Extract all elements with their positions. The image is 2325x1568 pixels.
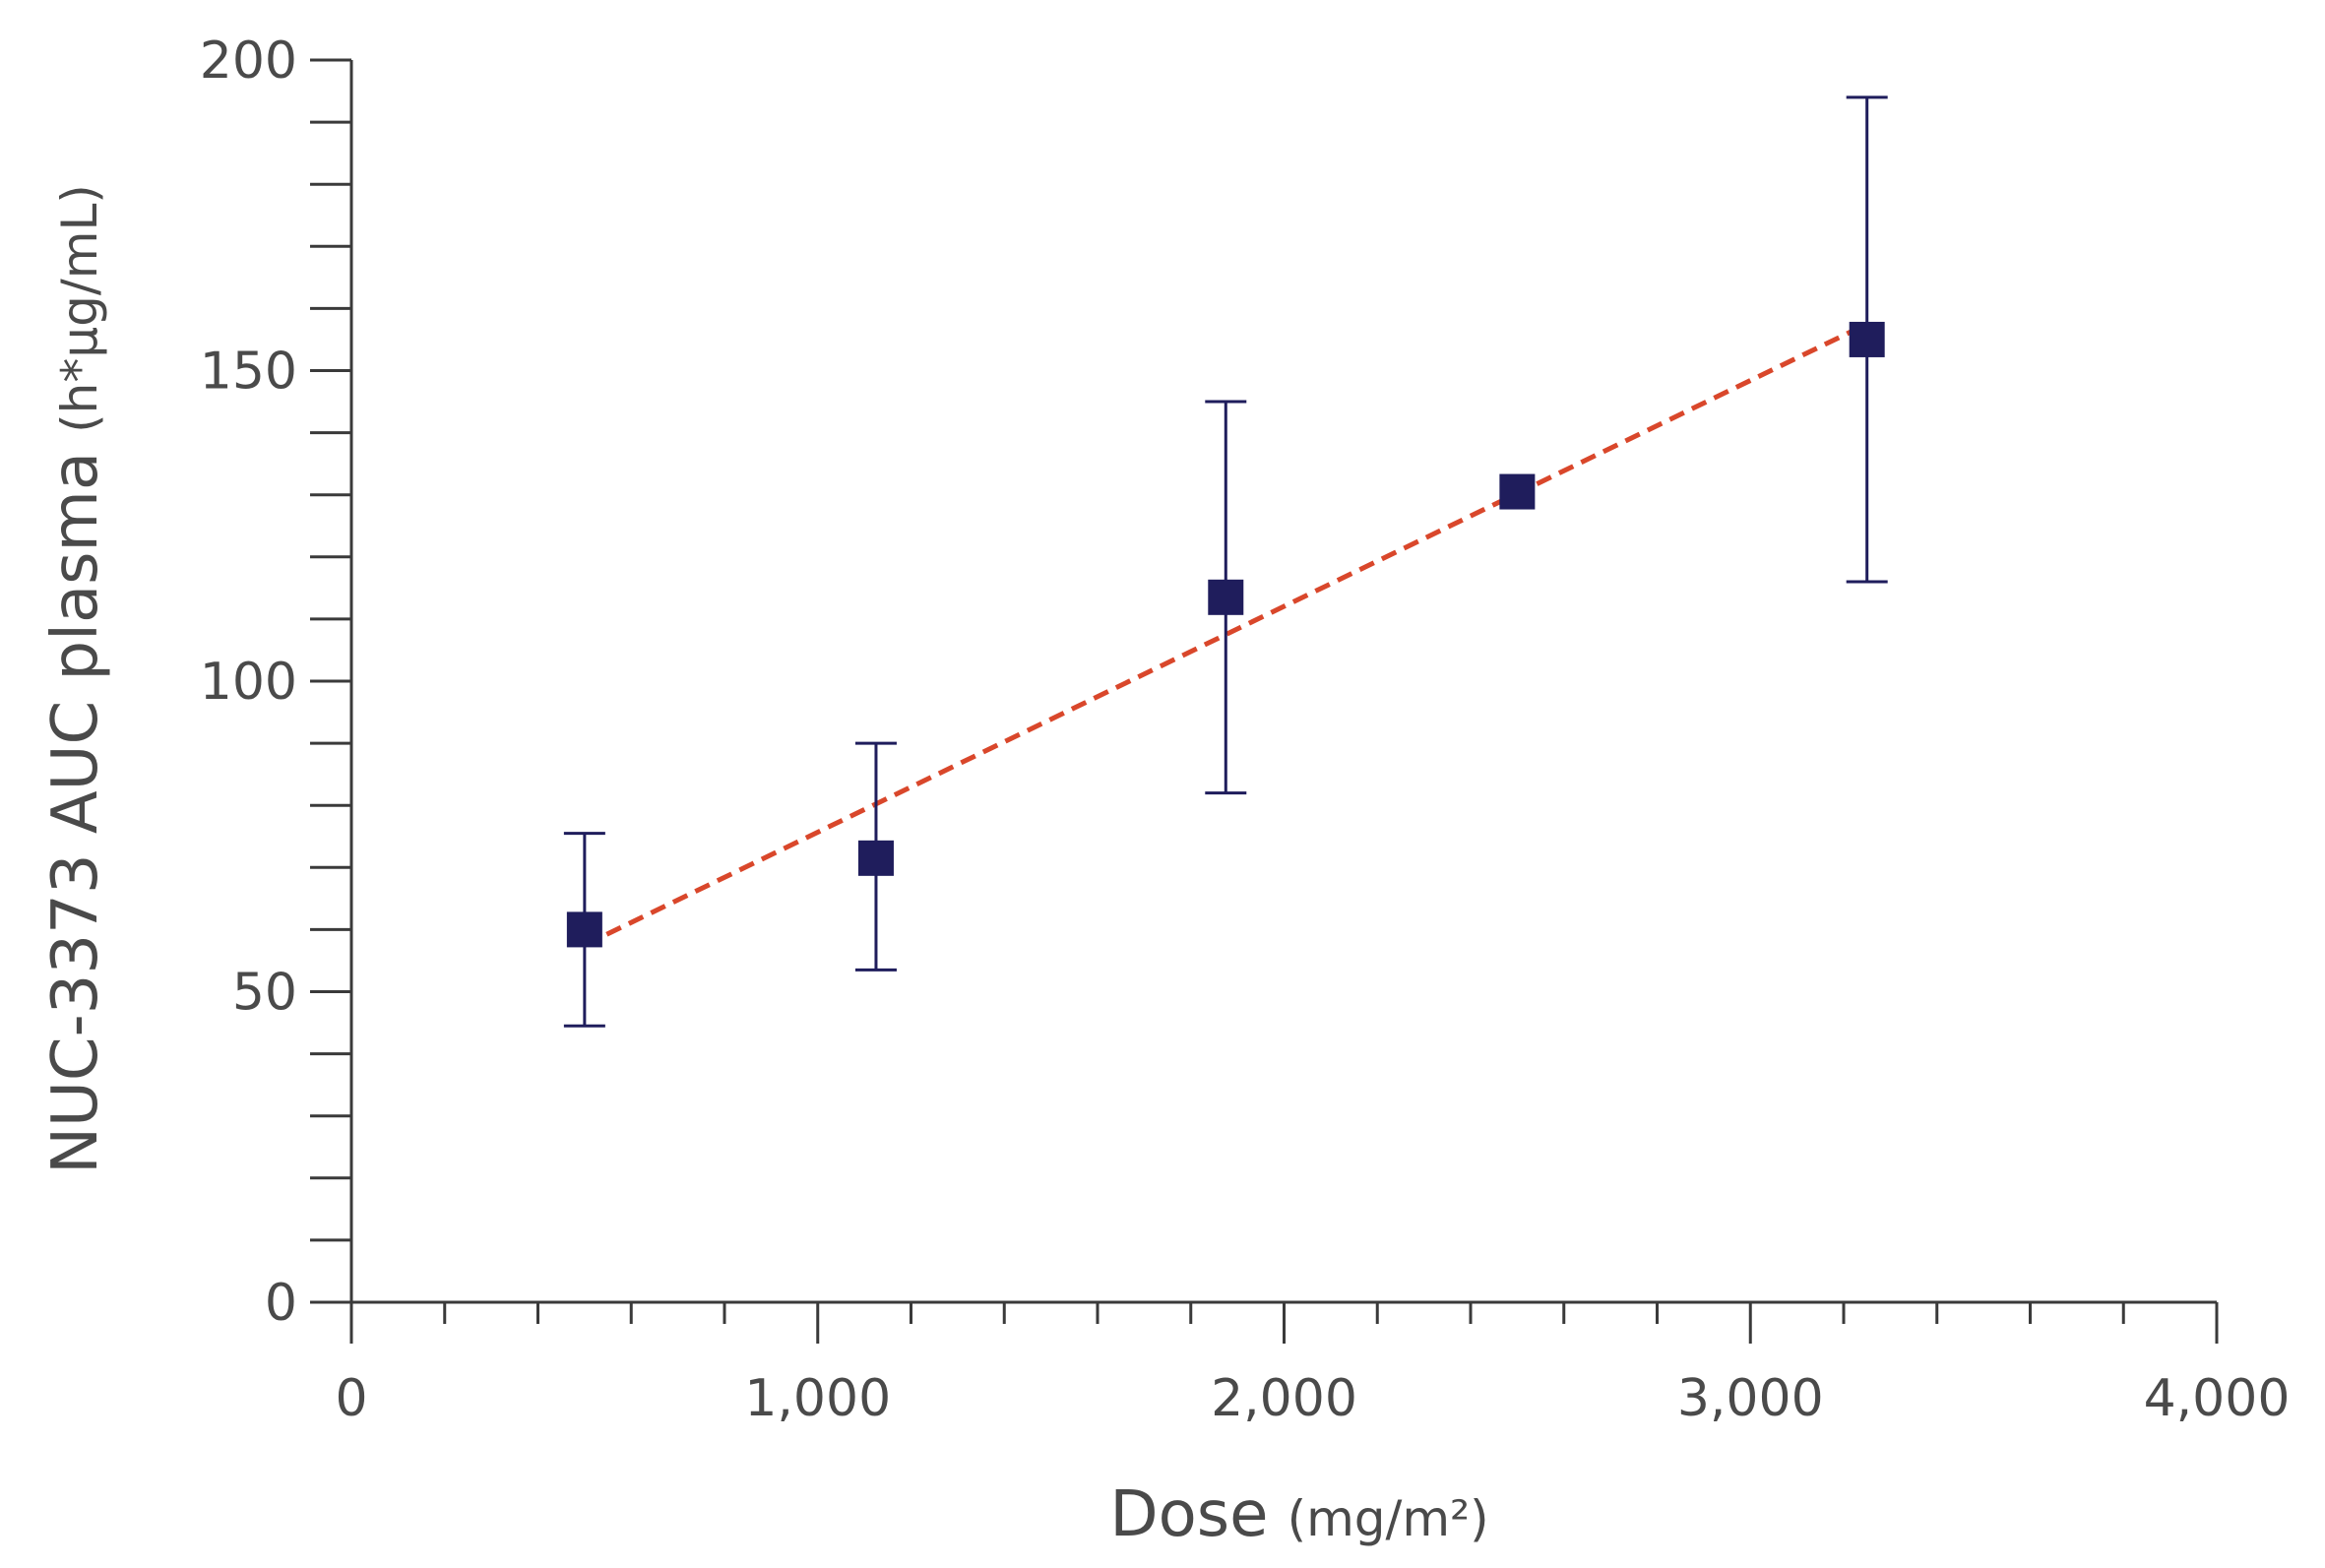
x-tick-label: 0 — [335, 1369, 367, 1428]
data-point-marker — [1849, 321, 1885, 357]
x-tick-label: 3,000 — [1677, 1369, 1824, 1428]
data-point-marker — [1208, 579, 1244, 615]
data-markers — [566, 321, 1885, 948]
y-tick-label: 200 — [200, 31, 297, 91]
x-axis-title: Dose (mg/m²) — [1109, 1478, 1488, 1551]
tick-labels: 0 50 100 150 200 0 1,000 2,000 3,000 4,000 — [200, 31, 2291, 1428]
trendline-group — [583, 321, 1868, 948]
axes — [349, 60, 2217, 1304]
data-point-marker — [1499, 473, 1536, 510]
x-tick-label: 4,000 — [2144, 1369, 2291, 1428]
axis-ticks — [310, 58, 2219, 1344]
data-point-marker — [857, 840, 894, 876]
y-tick-label: 150 — [200, 343, 297, 402]
y-tick-label: 100 — [200, 653, 297, 712]
error-bars — [563, 95, 1888, 1028]
x-axis-unit: (mg/m²) — [1288, 1490, 1489, 1547]
y-axis-label: NUC-3373 AUC plasma — [39, 452, 112, 1174]
data-point-marker — [566, 911, 602, 948]
x-axis-label: Dose — [1109, 1478, 1268, 1551]
trendline — [583, 321, 1868, 948]
x-tick-label: 2,000 — [1211, 1369, 1357, 1428]
y-tick-label: 0 — [265, 1274, 297, 1333]
y-axis-unit: (h*µg/mL) — [51, 184, 108, 433]
y-axis-title: NUC-3373 AUC plasma (h*µg/mL) — [39, 184, 112, 1174]
x-tick-label: 1,000 — [744, 1369, 891, 1428]
y-tick-label: 50 — [232, 964, 297, 1023]
